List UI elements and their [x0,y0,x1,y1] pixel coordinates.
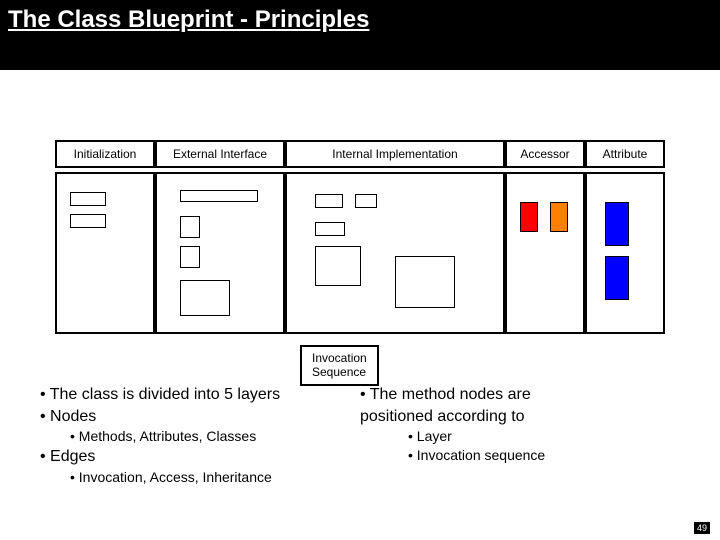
node-n4 [180,216,200,238]
bullet: • Nodes [40,406,350,428]
panel-acc [505,172,585,334]
bullets-right: • The method nodes are positioned accord… [360,384,680,465]
header-attr: Attribute [585,140,665,168]
bullets-left: • The class is divided into 5 layers• No… [40,384,350,487]
node-n3 [180,190,258,202]
canvas: InitializationExternal InterfaceInternal… [0,0,720,540]
node-n8 [355,194,377,208]
node-n1 [70,192,106,206]
bullet: positioned according to [360,406,680,428]
bullet: • Invocation sequence [360,446,680,465]
node-n15 [605,256,629,300]
invocation-line2: Sequence [312,365,367,379]
bullet: • The method nodes are [360,384,680,406]
bullet: • Invocation, Access, Inheritance [40,468,350,487]
node-n7 [315,194,343,208]
slide: The Class Blueprint - Principles Initial… [0,0,720,540]
bullet: • Edges [40,446,350,468]
header-acc: Accessor [505,140,585,168]
header-init: Initialization [55,140,155,168]
header-impl: Internal Implementation [285,140,505,168]
bullet: • Layer [360,427,680,446]
bullet: • Methods, Attributes, Classes [40,427,350,446]
page-number: 49 [694,522,710,534]
class-blueprint-diagram: InitializationExternal InterfaceInternal… [55,172,665,334]
panel-attr [585,172,665,334]
node-n13 [550,202,568,232]
node-n14 [605,202,629,246]
node-n10 [315,246,361,286]
node-n11 [395,256,455,308]
bullet: • The class is divided into 5 layers [40,384,350,406]
node-n2 [70,214,106,228]
header-ext: External Interface [155,140,285,168]
node-n9 [315,222,345,236]
invocation-line1: Invocation [312,351,367,365]
invocation-sequence-box: Invocation Sequence [300,345,379,386]
node-n6 [180,280,230,316]
node-n5 [180,246,200,268]
node-n12 [520,202,538,232]
